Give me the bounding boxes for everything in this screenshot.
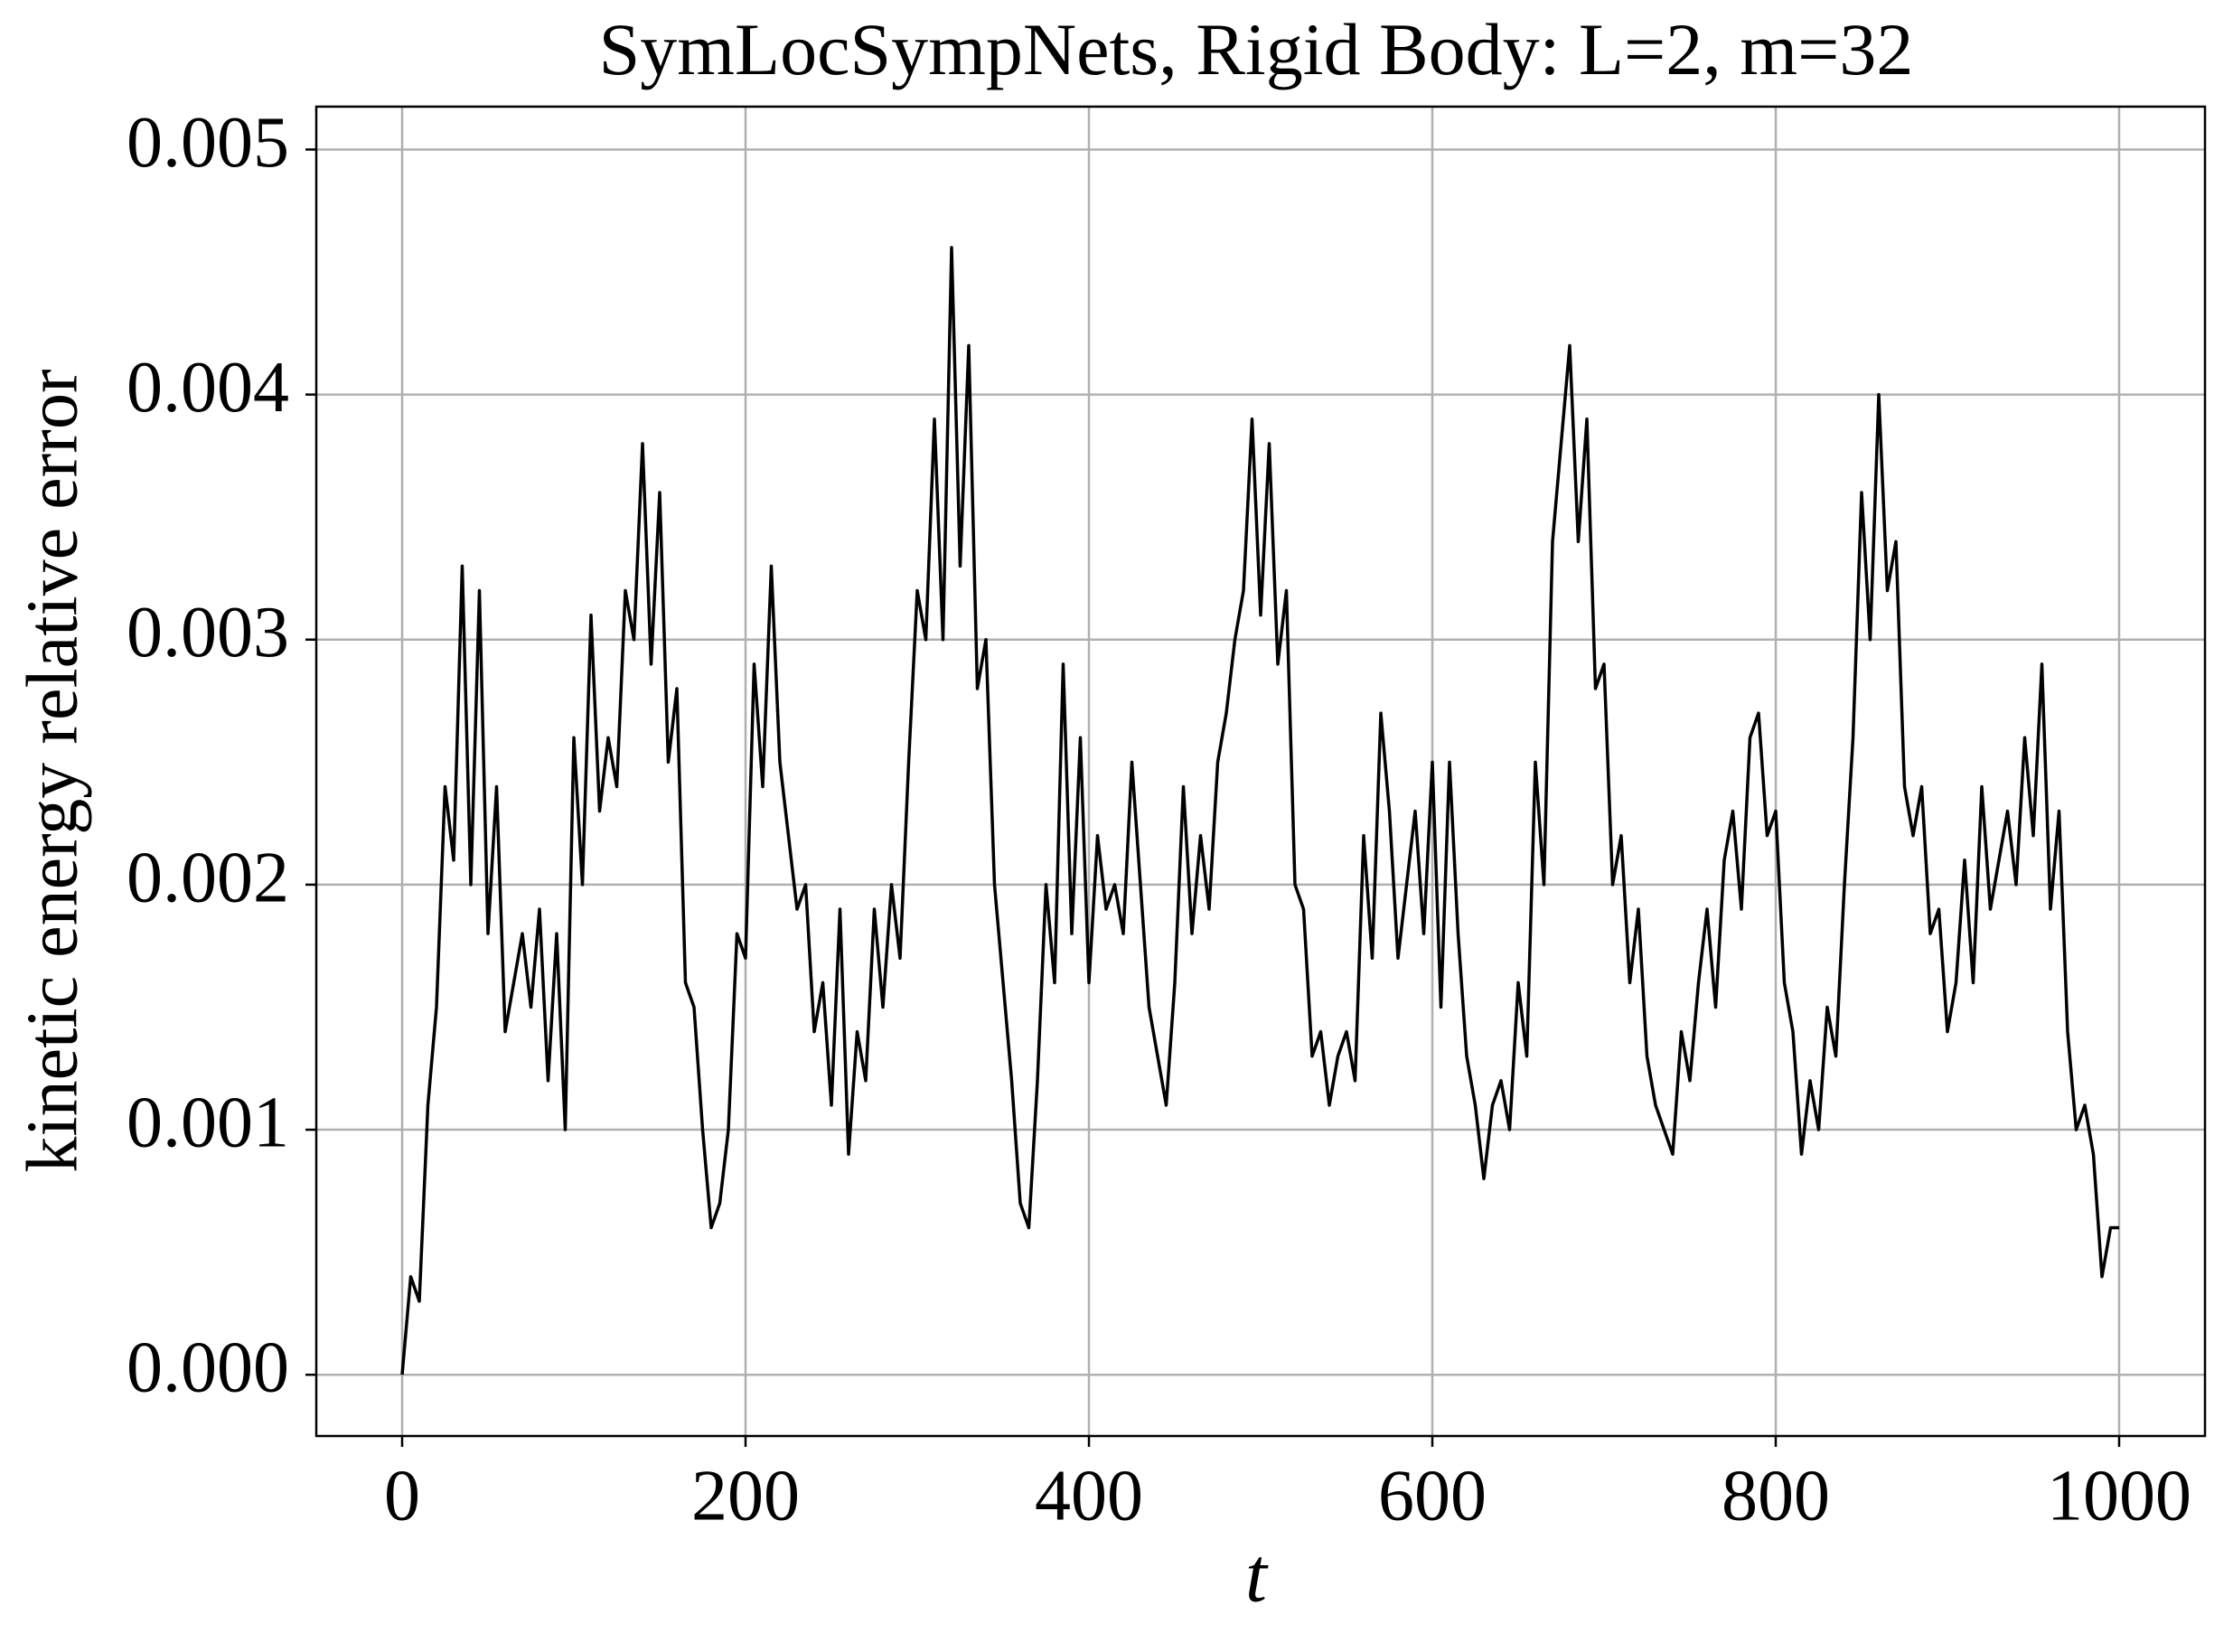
y-axis-label: kinetic energy relative error: [13, 369, 92, 1172]
x-tick-label: 1000: [2047, 1456, 2191, 1535]
chart-title: SymLocSympNets, Rigid Body: L=2, m=32: [599, 8, 1914, 90]
y-tick-label: 0.003: [127, 593, 289, 672]
y-tick-label: 0.005: [127, 103, 289, 183]
y-tick-label: 0.001: [127, 1083, 289, 1162]
x-tick-label: 600: [1378, 1456, 1487, 1535]
x-tick-label: 800: [1722, 1456, 1830, 1535]
data-line: [400, 246, 2119, 1375]
plot-frame: [314, 105, 2207, 1438]
x-tick-label: 200: [691, 1456, 800, 1535]
x-tick-label: 0: [384, 1456, 420, 1535]
y-tick-label: 0.002: [127, 838, 289, 917]
x-axis-label: t: [1245, 1532, 1269, 1619]
x-tick-label: 400: [1035, 1456, 1143, 1535]
y-tick-label: 0.004: [127, 348, 289, 427]
y-tick-label: 0.000: [127, 1328, 289, 1408]
